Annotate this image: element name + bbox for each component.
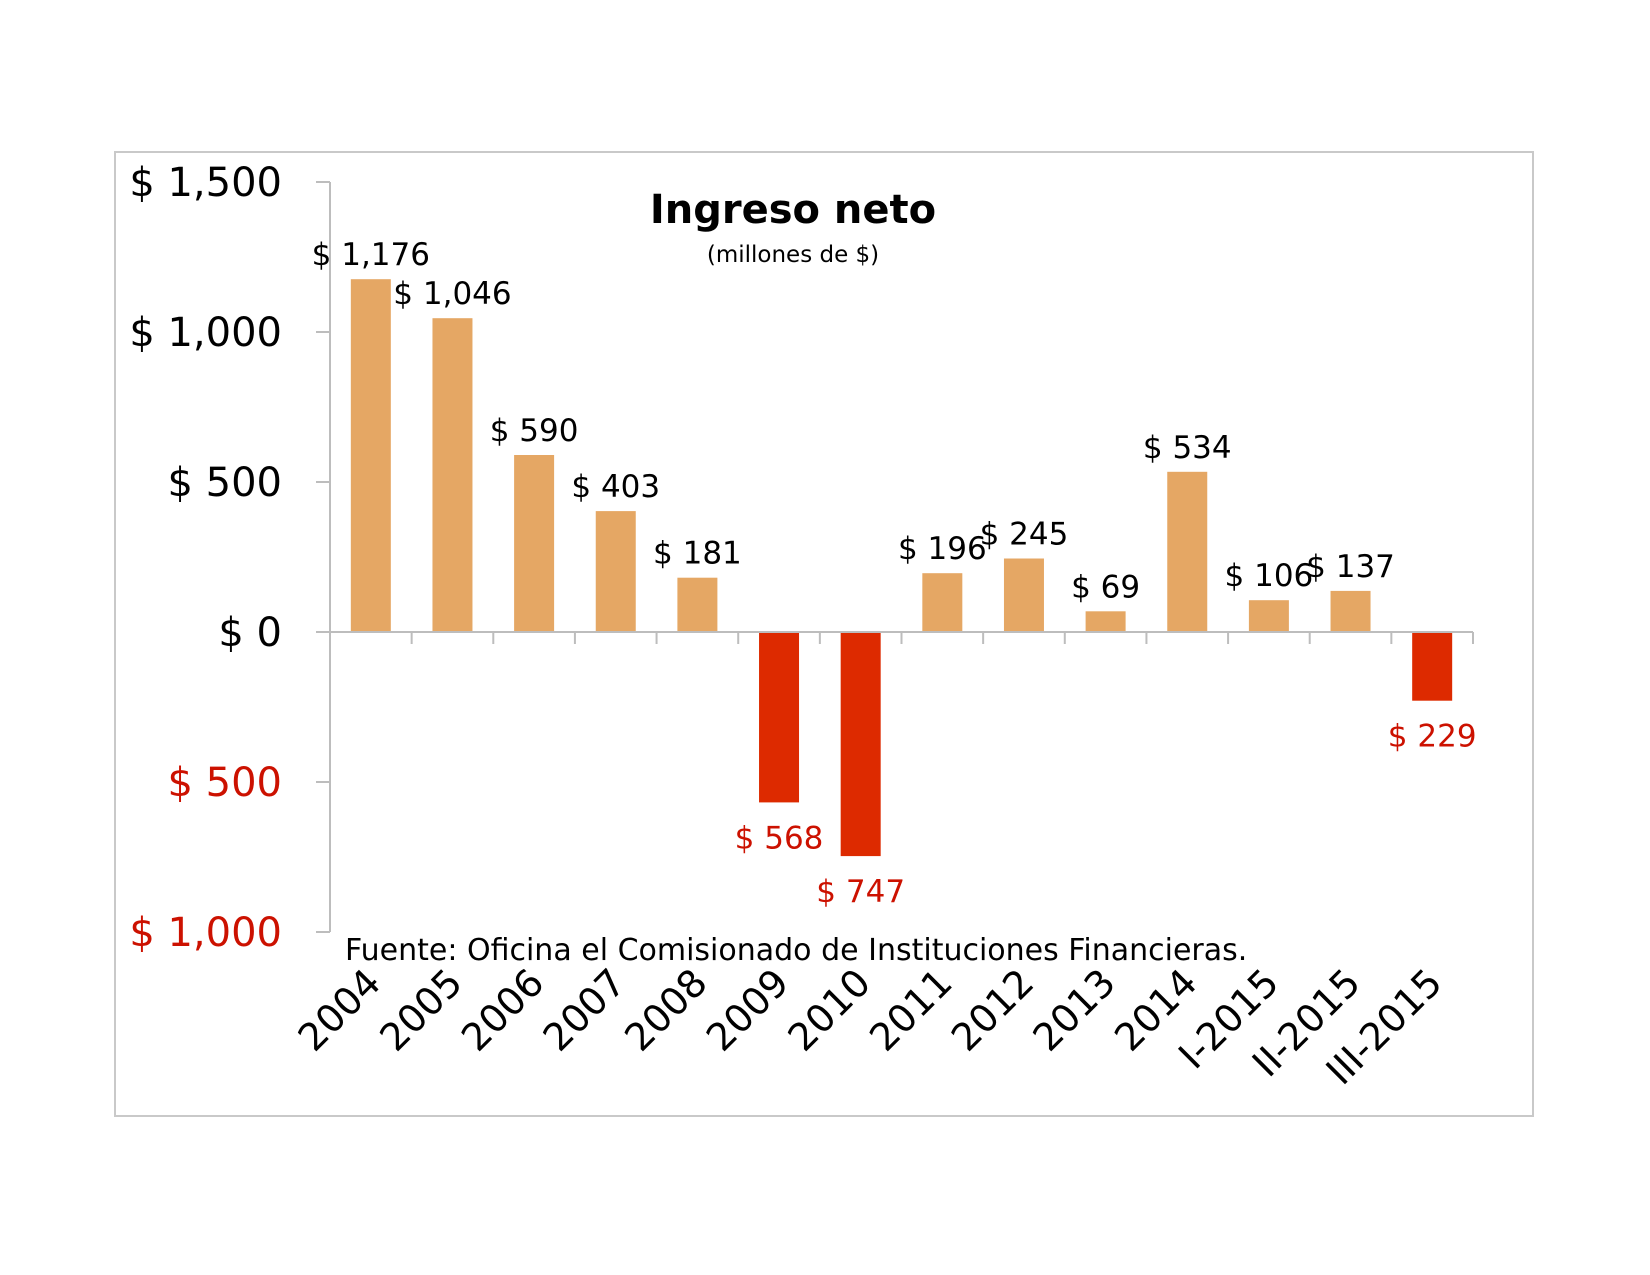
data-label: $ 245 [980,517,1069,553]
data-label: $ 106 [1225,558,1314,594]
data-label: $ 1,046 [393,276,511,312]
data-label: $ 69 [1071,569,1140,605]
y-axis: $ 1,500 $ 1,000 $ 500 $ 0 $ 500 $ 1,000 [129,160,331,956]
bar-2004 [350,279,391,632]
y-tick-label: $ 1,000 [129,310,282,356]
x-tick-labels: 2004200520062007200820092010201120122013… [290,960,1451,1093]
bar-2014 [1167,471,1208,632]
bar-2013 [1085,611,1126,632]
x-tick-label: 2013 [1024,960,1124,1060]
bar-i-2015 [1248,600,1289,632]
bar-2006 [514,455,555,632]
x-tick-label: 2006 [453,960,553,1060]
x-tick-label: 2007 [535,960,635,1060]
y-tick-label: $ 500 [167,760,282,806]
y-tick-label: $ 1,000 [129,910,282,956]
data-label: $ 568 [735,820,824,856]
bar-2008 [677,577,718,632]
bar-2010 [840,632,881,857]
y-tick-label: $ 1,500 [129,160,282,206]
data-label: $ 534 [1143,430,1232,466]
data-label: $ 403 [571,469,660,505]
x-tick-label: 2011 [861,960,961,1060]
data-label: $ 181 [653,536,742,572]
chart-title: Ingreso neto [650,187,936,233]
source-note: Fuente: Oficina el Comisionado de Instit… [345,933,1247,968]
x-tick-label: 2012 [943,960,1043,1060]
x-tick-label: 2005 [371,960,471,1060]
data-labels: $ 1,176$ 1,046 $ 590 $ 403 $ 181 $ 568 $ 747 $… [312,237,1477,910]
x-axis [329,631,1474,644]
x-tick-label: 2004 [290,960,390,1060]
data-label: $ 1,176 [312,237,430,273]
bars [350,279,1453,857]
bar-iii-2015 [1412,632,1453,701]
data-label: $ 747 [816,874,905,910]
y-tick-label: $ 500 [167,460,282,506]
bar-2009 [759,632,800,803]
chart-frame [114,151,1534,1117]
y-tick-label: $ 0 [218,610,282,656]
bar-2005 [432,318,473,632]
bar-2007 [595,511,636,632]
data-label: $ 137 [1306,549,1395,585]
data-label: $ 196 [898,531,987,567]
data-label: $ 229 [1388,719,1477,755]
bar-2011 [922,573,963,632]
x-tick-label: 2009 [698,960,798,1060]
bar-ii-2015 [1330,590,1371,632]
bar-2012 [1003,558,1044,632]
x-tick-label: 2008 [616,960,716,1060]
chart-subtitle: (millones de $) [707,242,879,268]
x-tick-label: 2010 [780,960,880,1060]
data-label: $ 590 [490,413,579,449]
